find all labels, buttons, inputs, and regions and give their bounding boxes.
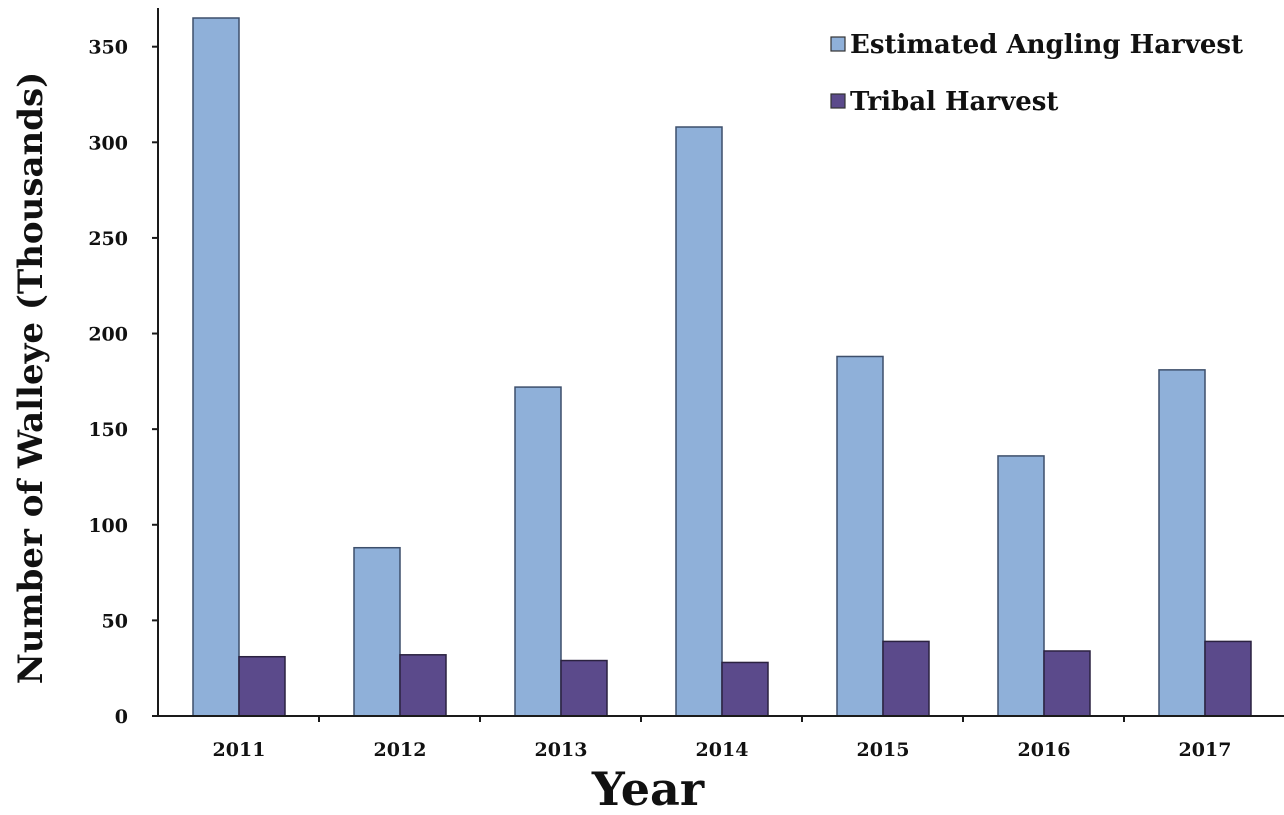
- x-ticks: 2011 2012 2013 2014 2015 2016 2017: [213, 716, 1232, 761]
- bar-tribal-harvest: [1043, 650, 1091, 717]
- bar-tribal-harvest: [721, 661, 769, 717]
- legend-swatch-tribal: [830, 93, 846, 109]
- y-tick-label: 0: [115, 706, 128, 728]
- bar-angling-harvest: [997, 455, 1045, 717]
- y-tick-label: 50: [102, 610, 128, 632]
- bars-layer: [192, 17, 1252, 717]
- x-tick-label: 2016: [1018, 739, 1071, 761]
- x-tick-label: 2017: [1179, 739, 1232, 761]
- x-axis-title: Year: [591, 762, 705, 815]
- bar-angling-harvest: [514, 386, 562, 717]
- x-tick-label: 2012: [374, 739, 427, 761]
- bar-angling-harvest: [192, 17, 240, 717]
- y-tick-label: 150: [88, 419, 128, 441]
- y-axis-title: Number of Walleye (Thousands): [11, 72, 51, 684]
- y-ticks: 0 50 100 150 200 250 300 350: [88, 37, 158, 728]
- legend-label-angling: Estimated Angling Harvest: [850, 30, 1243, 60]
- bar-angling-harvest: [836, 355, 884, 717]
- legend: Estimated Angling Harvest Tribal Harvest: [830, 30, 1243, 117]
- bar-angling-harvest: [353, 546, 401, 717]
- bar-angling-harvest: [1158, 369, 1206, 717]
- y-tick-label: 250: [88, 228, 128, 250]
- y-tick-label: 100: [88, 515, 128, 537]
- y-tick-label: 350: [88, 37, 128, 59]
- y-tick-label: 300: [88, 132, 128, 154]
- legend-swatch-angling: [830, 36, 846, 52]
- x-tick-label: 2011: [213, 739, 266, 761]
- x-tick-label: 2014: [696, 739, 749, 761]
- x-tick-label: 2013: [535, 739, 588, 761]
- bar-tribal-harvest: [238, 655, 286, 717]
- y-tick-label: 200: [88, 324, 128, 346]
- bar-tribal-harvest: [560, 659, 608, 717]
- bar-tribal-harvest: [1204, 640, 1252, 717]
- x-tick-label: 2015: [857, 739, 910, 761]
- bar-tribal-harvest: [882, 640, 930, 717]
- bar-angling-harvest: [675, 126, 723, 717]
- legend-label-tribal: Tribal Harvest: [850, 87, 1058, 117]
- bar-tribal-harvest: [399, 654, 447, 717]
